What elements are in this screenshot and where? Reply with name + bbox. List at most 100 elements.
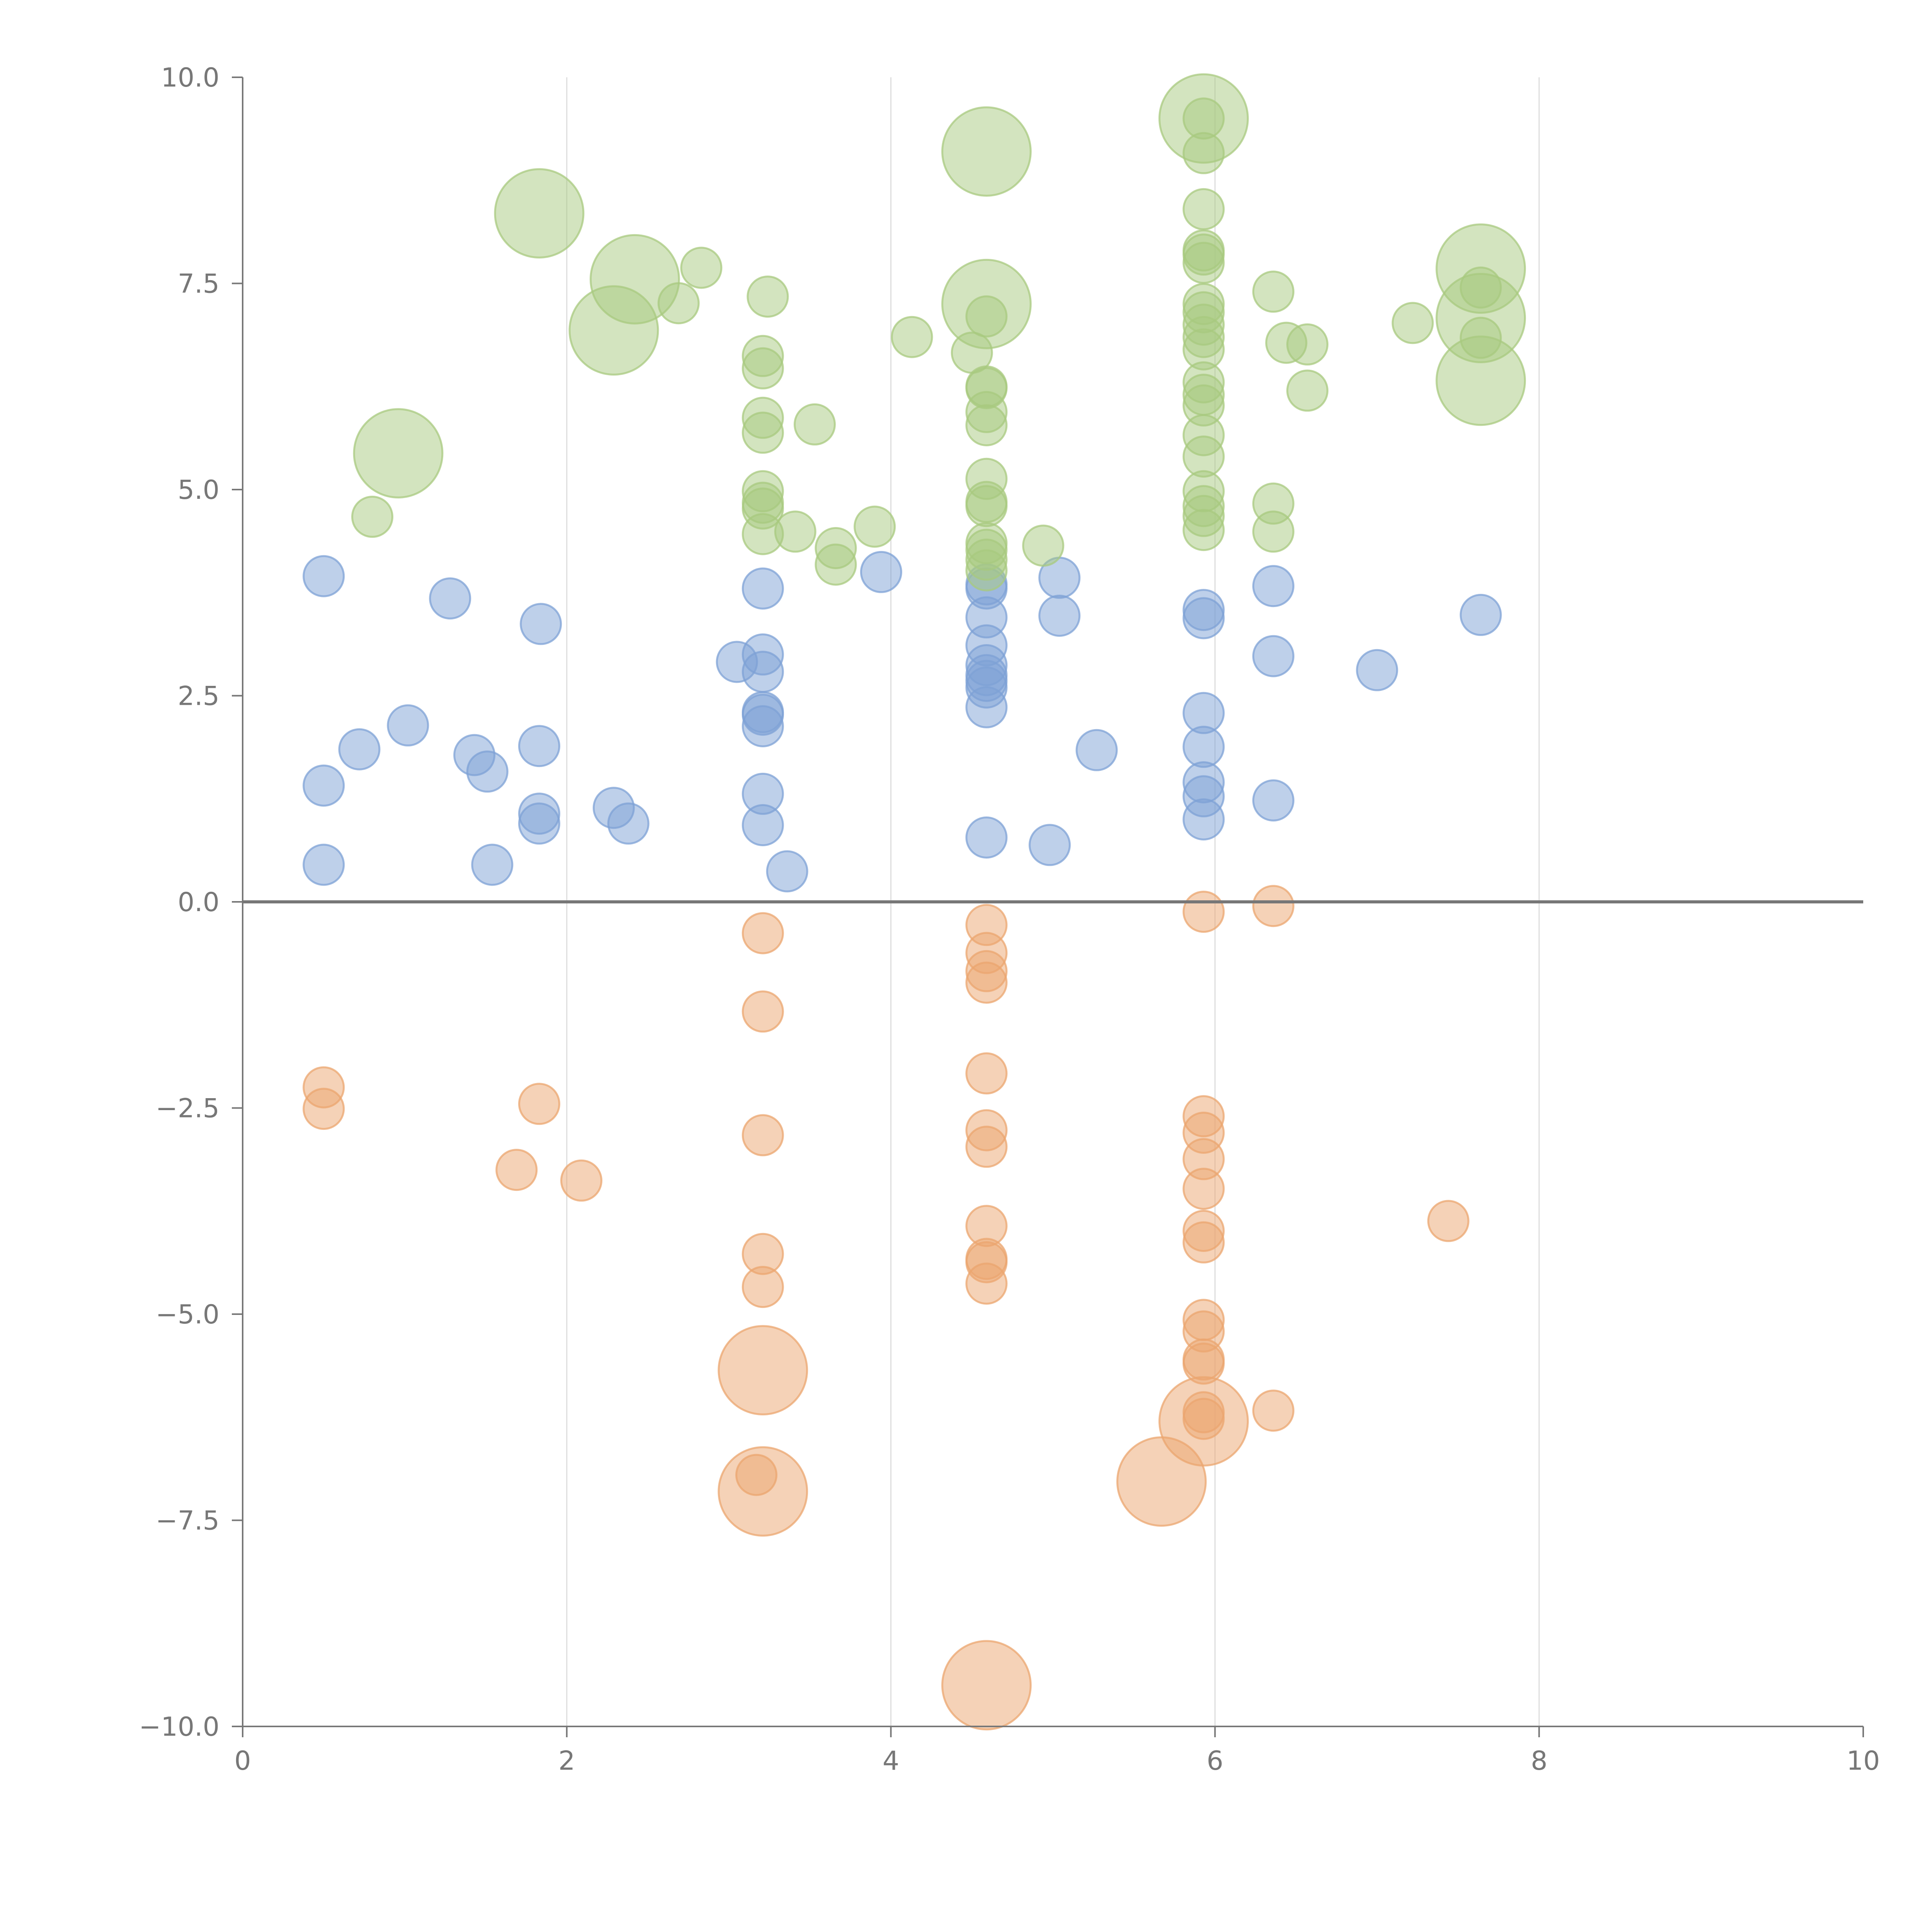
series-2-point-15 [747, 276, 789, 318]
bubble-layer [303, 73, 1526, 1731]
series-0-point-1 [429, 577, 471, 620]
series-1-point-23 [965, 1262, 1008, 1305]
series-2-point-21 [891, 316, 933, 358]
series-1-point-2 [518, 1083, 560, 1125]
series-1-point-26 [1182, 891, 1225, 933]
series-2-point-0 [351, 495, 393, 538]
series-1-point-3 [495, 1149, 538, 1191]
series-0-point-21 [742, 705, 784, 747]
series-2-point-17 [794, 403, 836, 446]
y-tick-label-2: −5.0 [156, 1299, 219, 1330]
series-1-point-19 [965, 1126, 1008, 1168]
series-2-point-5 [657, 282, 700, 325]
x-tick-label-0: 0 [234, 1746, 251, 1776]
series-0-point-6 [466, 750, 509, 793]
series-0-point-38 [1029, 824, 1071, 866]
series-1-point-6 [742, 990, 784, 1033]
series-0-point-12 [607, 802, 650, 845]
series-2-point-2 [494, 168, 585, 259]
series-2-point-58 [1182, 509, 1225, 551]
series-1-point-17 [965, 1052, 1008, 1095]
series-1-point-30 [1182, 1168, 1225, 1210]
series-0-point-51 [1459, 594, 1502, 636]
series-2-point-41 [1182, 188, 1225, 230]
series-0-point-41 [1182, 597, 1225, 639]
y-tick-label-1: −7.5 [156, 1506, 219, 1536]
series-0-point-0 [303, 555, 345, 597]
series-1-point-4 [560, 1159, 602, 1202]
series-0-point-8 [303, 764, 345, 807]
series-0-point-24 [766, 850, 808, 893]
series-2-point-32 [965, 485, 1008, 527]
series-1-point-39 [1158, 1376, 1249, 1467]
series-2-point-20 [854, 505, 896, 548]
series-1-point-16 [965, 961, 1008, 1004]
series-1-point-42 [1427, 1200, 1469, 1242]
series-2-point-64 [1286, 369, 1328, 412]
y-tick-label-5: 2.5 [178, 681, 219, 712]
series-0-point-3 [338, 728, 381, 770]
series-0-point-37 [1038, 595, 1081, 637]
series-2-point-37 [1022, 524, 1065, 567]
x-tick-label-2: 4 [883, 1746, 899, 1776]
series-0-point-48 [1252, 635, 1294, 677]
series-2-point-1 [353, 408, 444, 498]
y-tick-label-3: −2.5 [156, 1094, 219, 1124]
series-2-point-6 [680, 247, 723, 289]
series-0-point-18 [742, 651, 784, 693]
axis-layer: 0 2 4 6 8 10 −10.0 −7.5 −5.0 −2.5 0.0 2.5 5.0 7.5 10.0 [139, 63, 1880, 1776]
y-tick-label-4: 0.0 [178, 887, 219, 918]
series-0-point-34 [965, 686, 1008, 728]
series-0-point-14 [471, 844, 514, 886]
series-2-point-8 [742, 347, 784, 389]
series-1-point-10 [718, 1325, 808, 1416]
series-0-point-4 [387, 704, 429, 747]
series-2-point-63 [1286, 323, 1328, 366]
series-1-point-7 [742, 1114, 784, 1156]
y-tick-label-6: 5.0 [178, 475, 219, 505]
y-tick-label-7: 7.5 [178, 269, 219, 299]
series-0-point-13 [303, 844, 345, 886]
series-0-point-10 [518, 802, 560, 845]
series-1-point-40 [1252, 885, 1294, 927]
series-0-point-16 [742, 567, 784, 610]
series-2-point-70 [1435, 335, 1526, 426]
series-1-point-41 [1252, 1389, 1294, 1432]
x-tick-label-5: 10 [1847, 1746, 1880, 1776]
y-tick-label-0: −10.0 [139, 1712, 219, 1742]
series-2-point-23 [941, 106, 1032, 197]
y-tick-label-8: 10.0 [161, 63, 219, 93]
series-0-point-50 [1356, 649, 1398, 691]
series-2-point-10 [742, 412, 784, 454]
series-1-point-32 [1182, 1221, 1225, 1264]
series-1-point-1 [303, 1088, 345, 1130]
series-1-point-24 [941, 1640, 1032, 1731]
series-2-point-59 [1252, 270, 1294, 313]
series-0-point-47 [1252, 565, 1294, 607]
series-1-point-5 [742, 912, 784, 954]
series-0-point-46 [1182, 798, 1225, 841]
series-2-point-65 [1391, 302, 1434, 344]
series-0-point-7 [518, 725, 560, 767]
series-2-point-36 [965, 549, 1008, 592]
series-2-point-44 [1182, 242, 1225, 284]
x-tick-label-1: 2 [558, 1746, 575, 1776]
series-2-point-40 [1182, 132, 1225, 174]
series-2-point-29 [965, 404, 1008, 446]
x-tick-label-4: 8 [1531, 1746, 1548, 1776]
series-2-point-19 [815, 543, 857, 586]
series-0-point-43 [1182, 726, 1225, 768]
series-0-point-49 [1252, 779, 1294, 821]
series-1-point-9 [742, 1266, 784, 1308]
series-2-point-4 [590, 234, 680, 325]
series-2-point-16 [774, 510, 816, 553]
series-0-point-2 [520, 603, 562, 645]
series-2-point-25 [965, 295, 1008, 338]
series-0-point-23 [742, 804, 784, 846]
series-1-point-12 [735, 1454, 777, 1496]
series-0-point-39 [1075, 729, 1118, 771]
series-0-point-35 [965, 816, 1008, 859]
series-0-point-25 [860, 551, 902, 593]
